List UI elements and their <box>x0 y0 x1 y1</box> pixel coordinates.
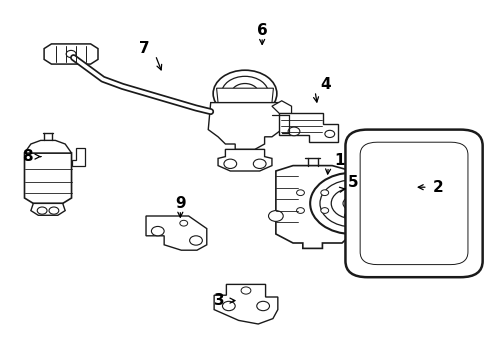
Circle shape <box>320 180 384 227</box>
Circle shape <box>241 91 249 96</box>
Text: 4: 4 <box>320 77 331 92</box>
Circle shape <box>213 70 277 117</box>
Polygon shape <box>72 148 85 166</box>
Circle shape <box>49 207 59 214</box>
Polygon shape <box>208 103 282 149</box>
Polygon shape <box>218 149 272 171</box>
Circle shape <box>269 211 283 221</box>
Polygon shape <box>279 113 338 142</box>
Text: 8: 8 <box>22 149 32 164</box>
Text: 6: 6 <box>257 23 268 38</box>
Circle shape <box>66 50 76 58</box>
Circle shape <box>296 190 304 195</box>
Polygon shape <box>24 153 72 203</box>
Circle shape <box>37 207 47 214</box>
Text: 5: 5 <box>347 175 358 190</box>
Circle shape <box>231 84 259 104</box>
Circle shape <box>190 236 202 245</box>
Circle shape <box>321 190 329 195</box>
Polygon shape <box>272 101 292 113</box>
Text: 3: 3 <box>214 293 225 308</box>
Polygon shape <box>24 140 72 153</box>
Circle shape <box>331 188 372 219</box>
Polygon shape <box>214 284 278 324</box>
Circle shape <box>257 301 270 311</box>
Polygon shape <box>217 88 273 103</box>
Polygon shape <box>276 166 352 248</box>
Circle shape <box>288 127 300 136</box>
FancyBboxPatch shape <box>345 130 483 277</box>
Circle shape <box>180 220 188 226</box>
Circle shape <box>253 159 266 168</box>
Circle shape <box>296 208 304 213</box>
Circle shape <box>310 173 393 234</box>
Circle shape <box>344 211 359 221</box>
Text: 9: 9 <box>175 196 186 211</box>
Polygon shape <box>31 203 65 215</box>
Circle shape <box>222 301 235 311</box>
Circle shape <box>221 76 269 111</box>
Circle shape <box>241 287 251 294</box>
Circle shape <box>349 202 354 205</box>
Circle shape <box>151 226 164 236</box>
Polygon shape <box>146 216 207 250</box>
Polygon shape <box>44 44 98 64</box>
Circle shape <box>343 197 361 210</box>
Circle shape <box>321 208 329 213</box>
FancyBboxPatch shape <box>360 142 468 265</box>
Circle shape <box>325 130 335 138</box>
Circle shape <box>224 159 237 168</box>
Text: 2: 2 <box>433 180 444 195</box>
Text: 7: 7 <box>139 41 150 56</box>
Text: 1: 1 <box>334 153 344 168</box>
